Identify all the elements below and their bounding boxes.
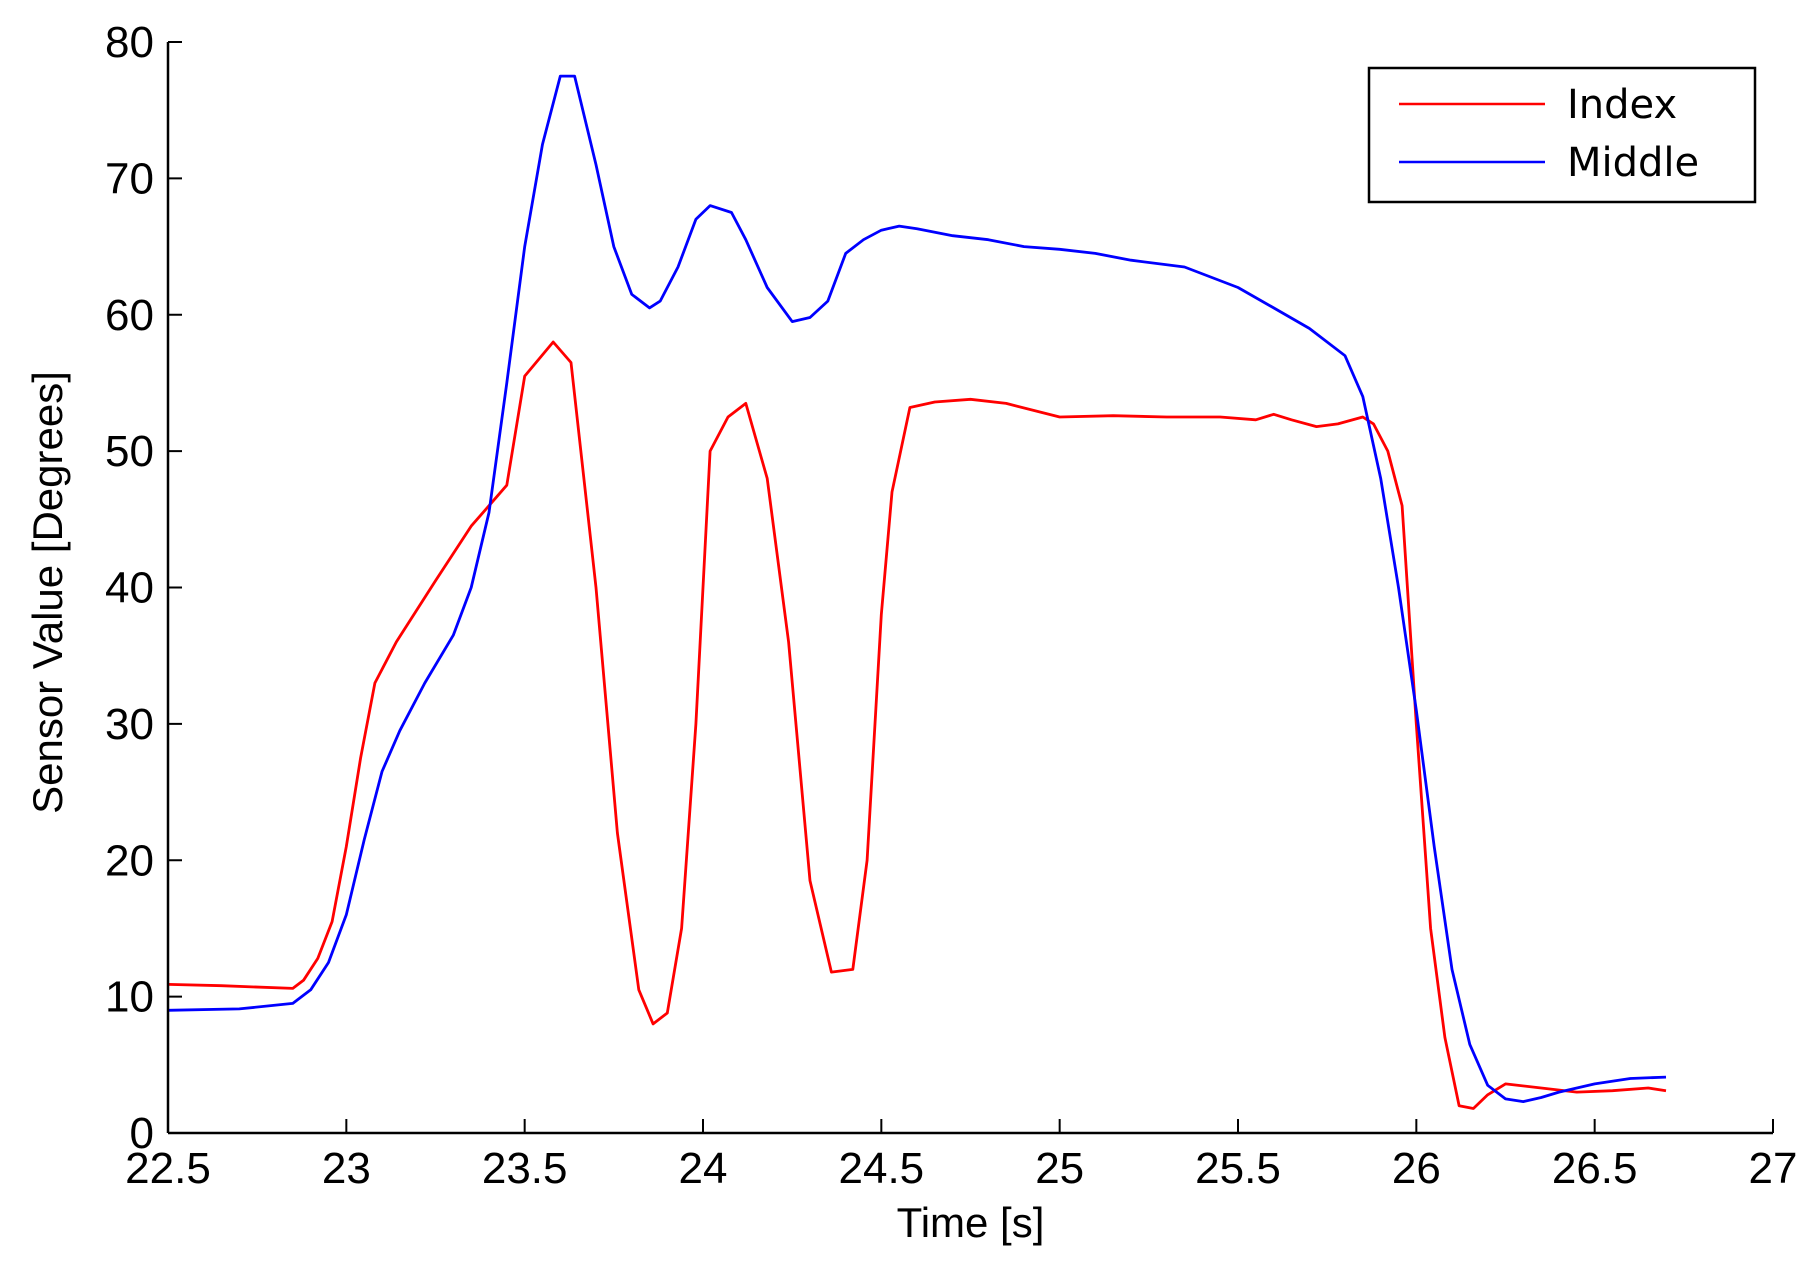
x-tick-label: 26.5: [1552, 1144, 1638, 1193]
x-tick-label: 27: [1749, 1144, 1798, 1193]
x-tick-label: 25: [1035, 1144, 1084, 1193]
x-tick-label: 24.5: [839, 1144, 925, 1193]
y-tick-label: 80: [105, 18, 154, 67]
y-tick-label: 20: [105, 836, 154, 885]
ticks-layer: 22.5 23 23.5 24 24.5 25 25.5 26 26.5 27 0 10 20 30 40 5…: [105, 18, 1797, 1193]
y-tick-label: 10: [105, 973, 154, 1022]
series-line-index: [167, 340, 1667, 1110]
x-tick-label: 26: [1392, 1144, 1441, 1193]
legend-label-index: Index: [1567, 82, 1677, 128]
series-layer: [167, 74, 1667, 1110]
x-axis-label: Time [s]: [897, 1199, 1045, 1246]
y-tick-label: 50: [105, 427, 154, 476]
x-tick-label: 25.5: [1195, 1144, 1281, 1193]
series-line-middle: [167, 74, 1667, 1103]
x-tick-label: 22.5: [125, 1144, 211, 1193]
y-tick-label: 60: [105, 291, 154, 340]
x-tick-label: 23.5: [482, 1144, 568, 1193]
legend-box: [1367, 66, 1757, 204]
y-axis-label: Sensor Value [Degrees]: [24, 371, 71, 814]
y-tick-label: 40: [105, 564, 154, 613]
y-tick-label: 30: [105, 700, 154, 749]
legend-label-middle: Middle: [1567, 140, 1699, 186]
x-tick-label: 24: [679, 1144, 728, 1193]
y-tick-label: 0: [130, 1109, 154, 1158]
legend: Index Middle: [1367, 66, 1757, 204]
x-tick-label: 23: [322, 1144, 371, 1193]
y-tick-label: 70: [105, 154, 154, 203]
